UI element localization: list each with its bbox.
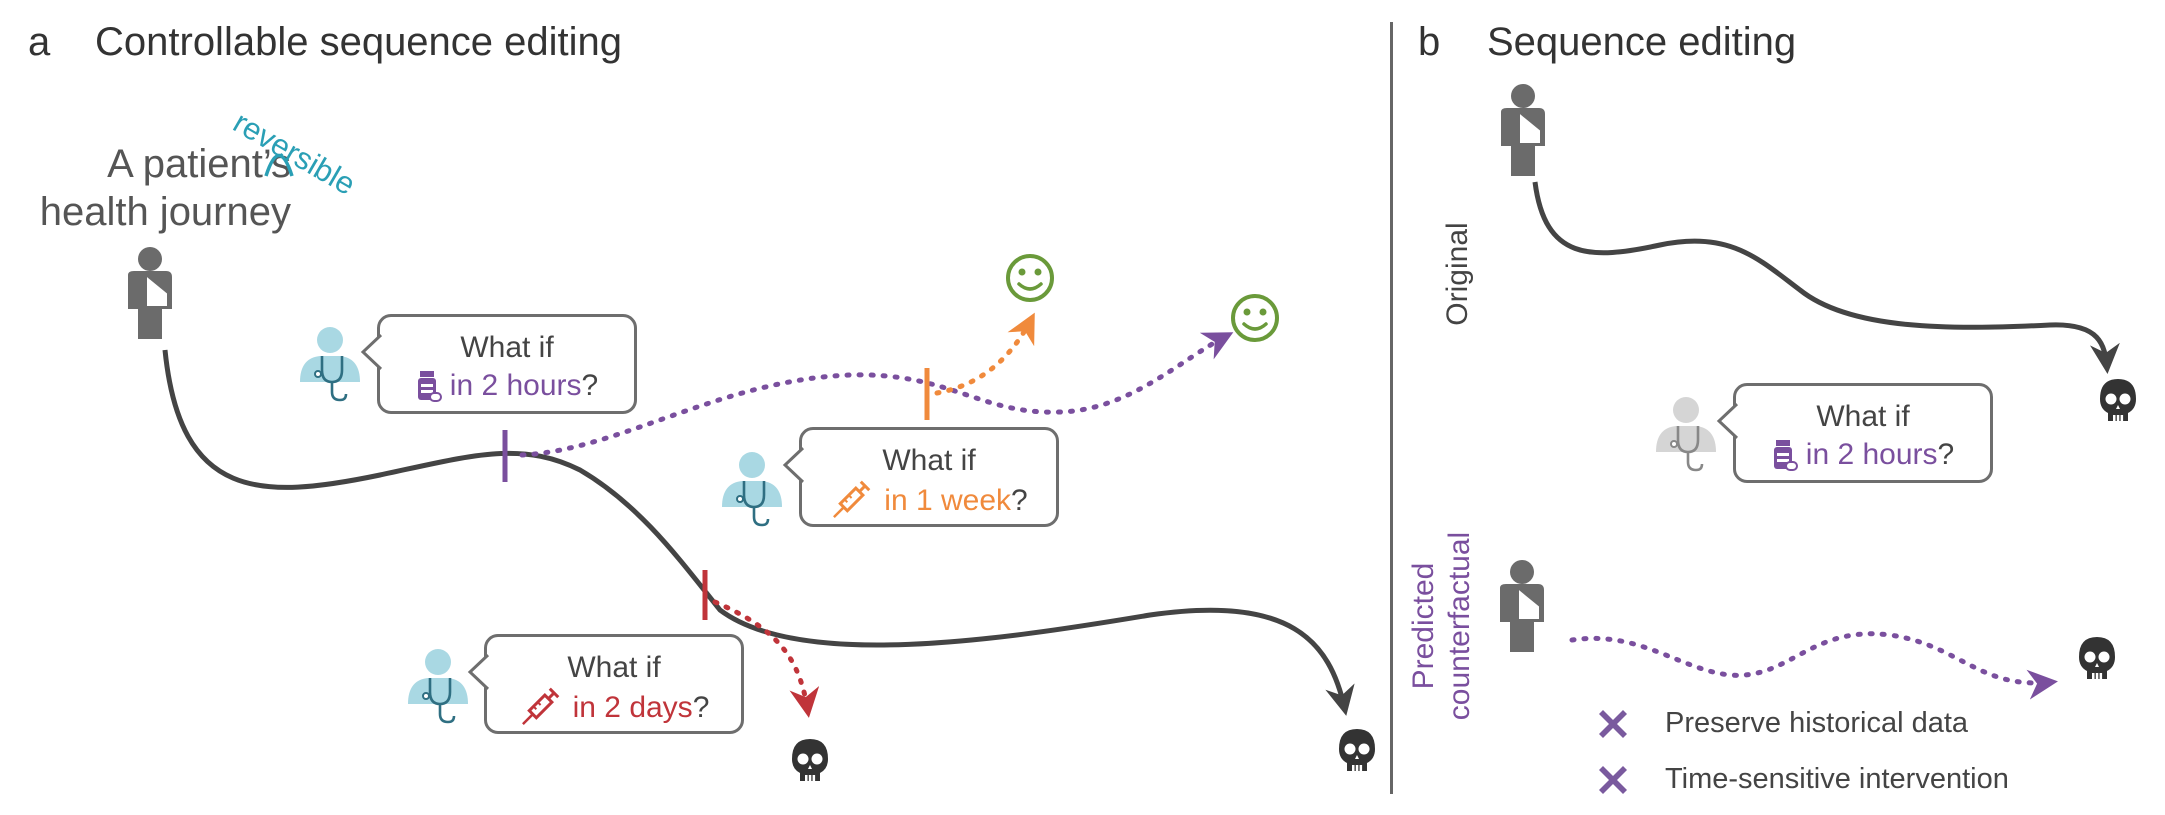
doctor-icon [406,647,470,724]
what-if-text: What if [1816,400,1910,433]
panel-b-title: Sequence editing [1487,20,1797,64]
original-trajectory [1532,181,2120,374]
bubble-tail [467,653,490,691]
doctor-gray-icon [1654,395,1718,472]
panel-divider [1390,22,1393,794]
legend-item-time-sensitive-intervention: Time-sensitive intervention [1665,763,2009,795]
question-mark: ? [1011,484,1028,517]
skull-icon [792,739,828,781]
what-if-text: What if [460,331,554,364]
orange-branch [934,312,1035,396]
skull-icon [2079,637,2115,679]
bubble-tail [1716,402,1739,440]
smiley-icon [1006,254,1054,302]
intervention-line: in 2 hours? [1736,438,1990,472]
question-mark: ? [1937,438,1955,471]
patient-icon [127,246,173,340]
syringe-icon [521,687,559,725]
medication-bottle-icon [417,371,442,402]
intervention-timing: in 2 days [572,691,693,724]
syringe-icon [833,480,871,518]
panel-b-letter: b [1418,20,1441,64]
bubble-tail [782,446,805,484]
doctor-icon [298,325,362,402]
intervention-line: in 1 week? [802,480,1056,520]
bubble-tail [360,333,383,371]
what-if-text: What if [567,651,661,684]
smiley-icon [1231,294,1279,342]
counterfactual-trajectory [1569,631,2058,700]
purple-branch [519,332,1234,458]
question-mark: ? [581,369,599,402]
patient-icon [1499,559,1545,653]
medication-bottle-icon [1773,440,1798,471]
intervention-line: in 2 days? [487,687,741,727]
x-mark-icon [1599,710,1627,738]
what-if-bubble: What if in 2 days? [467,634,744,734]
intervention-timing: in 1 week [884,484,1012,517]
doctor-icon [720,450,784,527]
journey-line2: health journey [39,190,291,234]
journey-line1: A patient’s [107,142,291,186]
panel-a-letter: a [28,20,51,64]
legend-item-preserve-historical-data: Preserve historical data [1665,707,1969,739]
intervention-timing: in 2 hours [449,369,582,402]
skull-icon [1339,729,1375,771]
red-branch [712,599,820,718]
journey-label: A patient’s health journey [33,140,291,236]
question-mark: ? [692,691,710,724]
what-if-bubble: What if in 1 week? [782,427,1059,527]
patient-icon [1500,83,1546,177]
skull-icon [2100,379,2136,421]
panel-a-title: Controllable sequence editing [95,20,623,64]
what-if-text: What if [882,444,976,477]
intervention-line: in 2 hours? [380,369,634,403]
reversible-arc [264,154,294,177]
main-trajectory [162,349,1355,716]
x-mark-icon [1599,766,1627,794]
what-if-bubble: What if in 2 hours? [1716,383,1993,483]
intervention-timing: in 2 hours [1805,438,1938,471]
what-if-bubble: What if in 2 hours? [360,314,637,414]
